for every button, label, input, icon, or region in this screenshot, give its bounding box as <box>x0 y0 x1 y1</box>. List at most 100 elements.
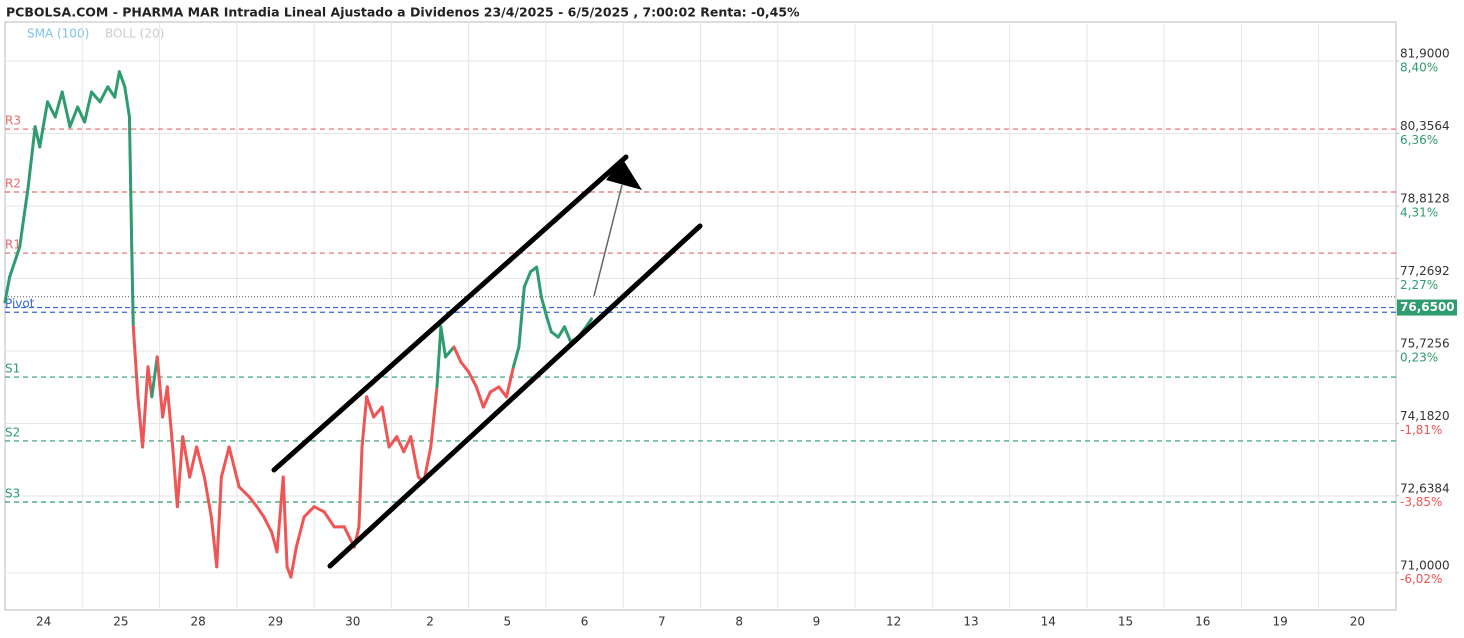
x-tick-label: 5 <box>503 615 511 629</box>
price-segment <box>165 385 175 449</box>
y-tick-label: 80,3564 <box>1400 119 1450 133</box>
channel-upper <box>271 154 629 473</box>
price-segment <box>562 325 573 344</box>
price-segment <box>488 385 501 394</box>
y2-tick-label: -3,85% <box>1400 495 1442 509</box>
price-segment <box>322 510 336 529</box>
price-segment <box>175 435 185 509</box>
y2-tick-label: 6,36% <box>1400 133 1438 147</box>
price-segment <box>584 317 594 329</box>
arrow-head <box>606 158 642 190</box>
level-label: R2 <box>5 177 21 191</box>
price-segment <box>255 505 266 519</box>
y-tick-label: 78,8128 <box>1400 191 1450 205</box>
price-segment <box>387 435 399 449</box>
price-segment <box>219 445 231 479</box>
price-segment <box>113 70 121 99</box>
price-segment <box>357 445 364 529</box>
chart-title: PCBOLSA.COM - PHARMA MAR Intradia Lineal… <box>6 5 800 20</box>
x-tick-label: 9 <box>813 615 821 629</box>
price-segment <box>395 435 406 454</box>
price-segment <box>365 395 376 419</box>
price-segment <box>181 435 192 479</box>
price-segment <box>380 405 391 449</box>
y-tick-label: 77,2692 <box>1400 264 1450 278</box>
price-segment <box>459 360 471 374</box>
y2-tick-label: 4,31% <box>1400 206 1438 220</box>
x-tick-label: 15 <box>1118 615 1133 629</box>
x-tick-label: 25 <box>113 615 128 629</box>
price-segment <box>474 385 485 409</box>
x-tick-label: 16 <box>1195 615 1210 629</box>
price-segment <box>141 365 150 449</box>
price-segment <box>556 325 566 339</box>
price-segment <box>302 505 316 519</box>
price-segment <box>3 275 12 304</box>
price-segment <box>188 445 199 479</box>
price-segment <box>539 295 549 319</box>
price-segment <box>26 125 37 189</box>
price-segment <box>123 85 131 119</box>
levels: R3 R2 R1 Pivot S1 S2 S3 <box>5 114 1396 503</box>
x-tick-label: 20 <box>1350 615 1365 629</box>
price-segment <box>68 105 80 129</box>
level-label: S2 <box>5 425 20 439</box>
price-segment <box>83 90 94 124</box>
price-segment <box>289 545 298 579</box>
price-segment <box>155 355 165 419</box>
y-tick-label: 75,7256 <box>1400 336 1450 350</box>
y-tick-label: 72,6384 <box>1400 481 1450 495</box>
price-segment <box>409 435 420 479</box>
x-tick-label: 14 <box>1041 615 1056 629</box>
last-price-label: 76,6500 <box>1400 300 1455 314</box>
y2-tick-label: 0,23% <box>1400 350 1438 364</box>
price-segment <box>452 345 463 364</box>
y-tick-label: 81,9000 <box>1400 46 1450 60</box>
x-tick-label: 19 <box>1272 615 1287 629</box>
x-tick-label: 8 <box>735 615 743 629</box>
price-segment <box>18 185 30 249</box>
price-segment <box>545 315 553 334</box>
price-segment <box>402 435 413 454</box>
arrow-shaft <box>593 184 623 297</box>
x-tick-label: 28 <box>191 615 206 629</box>
price-segment <box>467 370 478 389</box>
price-segment <box>53 90 64 119</box>
y2-tick-label: 2,27% <box>1400 278 1438 292</box>
price-segment <box>127 115 134 249</box>
price-segment <box>481 390 492 409</box>
y-tick-label: 71,0000 <box>1400 558 1450 572</box>
price-segment <box>227 445 241 489</box>
price-segment <box>202 475 213 519</box>
legend-entry: BOLL (20) <box>105 27 164 41</box>
price-segment <box>435 325 443 389</box>
price-segment <box>372 405 384 419</box>
x-tick-label: 24 <box>36 615 51 629</box>
y2-tick-label: -1,81% <box>1400 423 1442 437</box>
level-label: S1 <box>5 362 20 376</box>
trend-channel <box>271 154 703 569</box>
price-segment <box>522 270 532 289</box>
y2-tick-label: 8,40% <box>1400 61 1438 75</box>
price-segment <box>262 515 274 534</box>
level-label: S3 <box>5 486 20 500</box>
price-segment <box>517 285 526 349</box>
axes: 24 25 28 29 30 2 5 6 7 8 9 12 13 14 15 16 19 2081,900080,… <box>36 46 1457 629</box>
price-segment <box>443 345 456 359</box>
legend-entry: SMA (100) <box>27 27 89 41</box>
legend: SMA (100) BOLL (20) <box>27 27 164 41</box>
price-segment <box>46 100 57 119</box>
y2-tick-label: -6,02% <box>1400 572 1442 586</box>
channel-lower <box>327 223 703 569</box>
price-segment <box>76 105 87 124</box>
price-segment <box>535 265 543 299</box>
level-label: R3 <box>5 114 21 128</box>
price-segment <box>90 90 102 104</box>
price-segment <box>360 395 369 449</box>
x-tick-label: 2 <box>426 615 434 629</box>
price-segment <box>505 365 515 399</box>
price-segment <box>439 325 447 359</box>
price-segment <box>215 475 223 569</box>
y-tick-label: 74,1820 <box>1400 409 1450 423</box>
price-segment <box>60 90 72 129</box>
